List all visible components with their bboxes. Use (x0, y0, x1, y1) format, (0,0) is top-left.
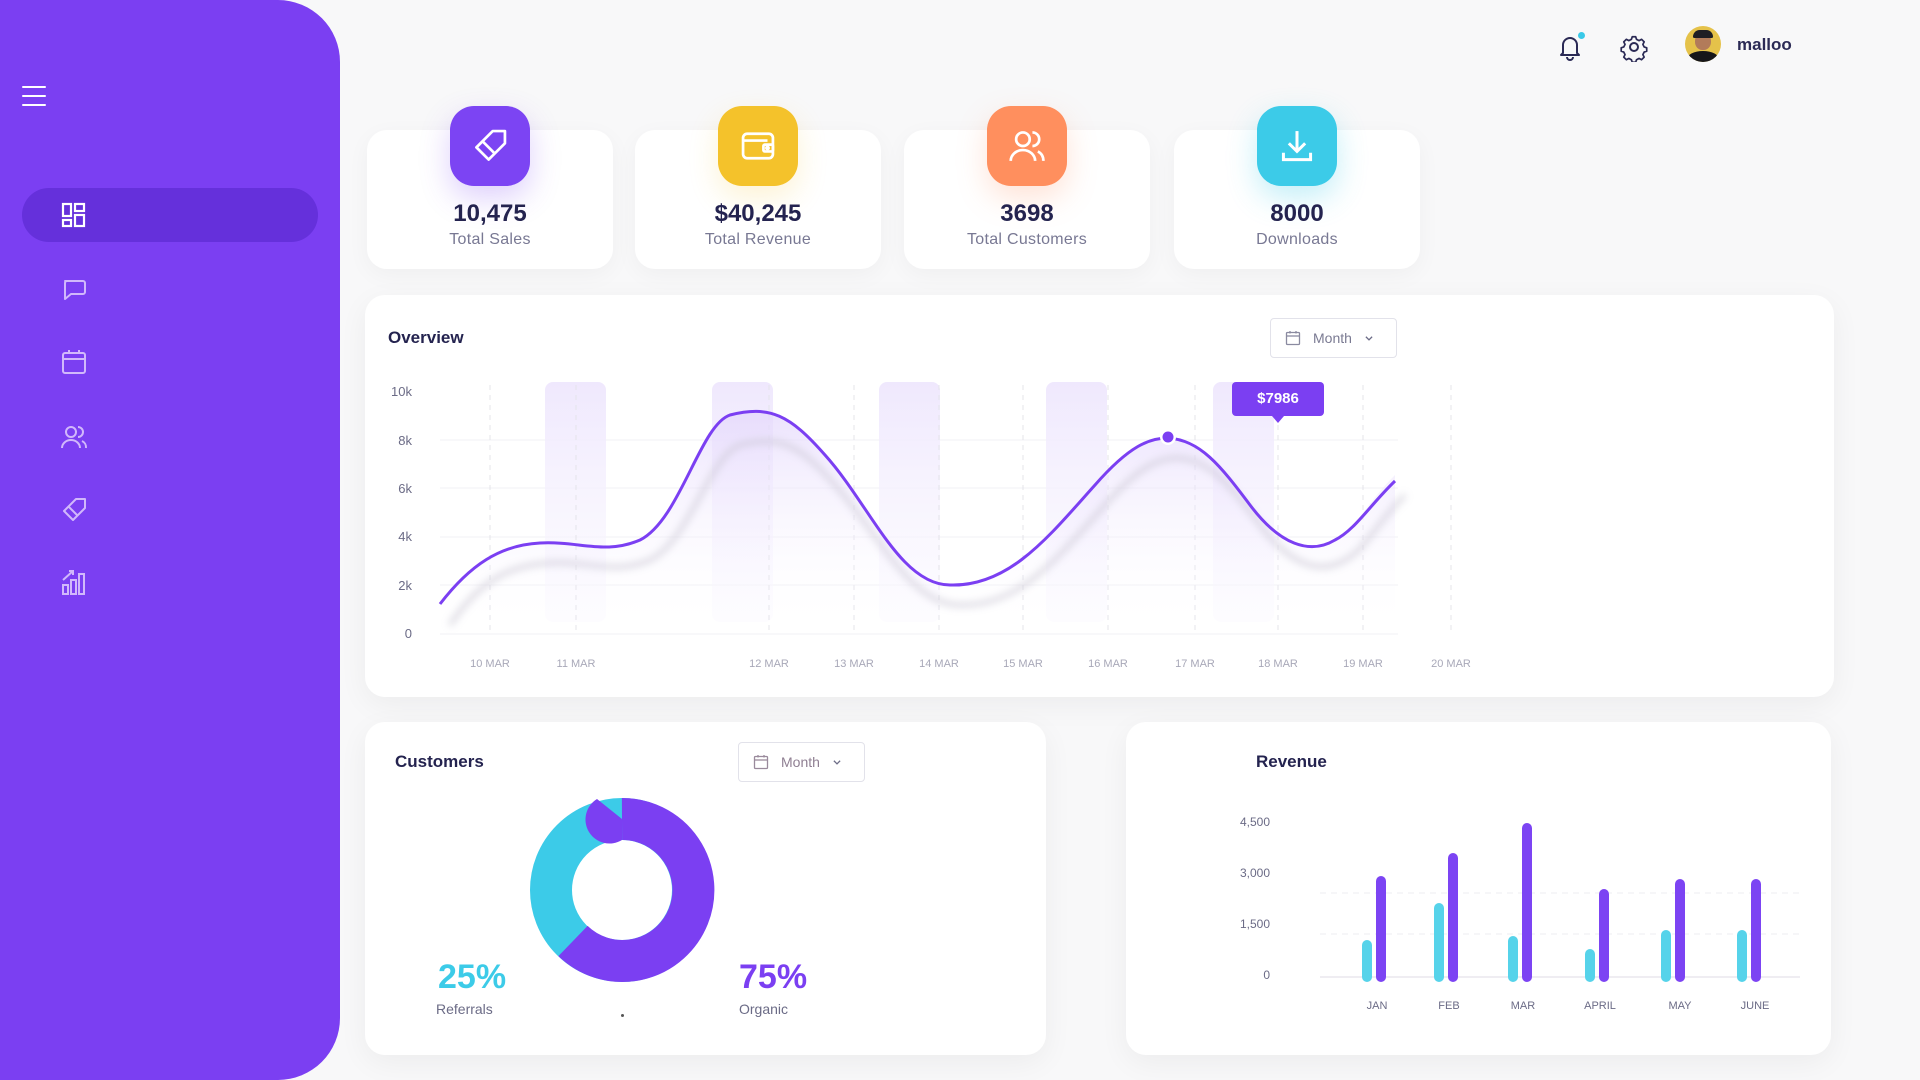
y-tick: 0 (404, 626, 412, 641)
sidebar-item-analytics[interactable] (22, 555, 318, 609)
bell-icon (1560, 37, 1580, 61)
users-icon (60, 423, 88, 451)
chevron-down-icon (1365, 336, 1373, 341)
stat-label: Total Revenue (704, 231, 812, 248)
dashboard-grid-icon (60, 201, 88, 229)
stat-value: 10,475 (453, 200, 527, 227)
download-icon (1257, 106, 1337, 186)
x-tick: 18 MAR (1258, 658, 1298, 670)
x-tick: 12 MAR (749, 658, 789, 670)
x-tick: 17 MAR (1175, 658, 1215, 670)
stat-value: 3698 (1000, 200, 1054, 227)
dropdown-value: Month (1313, 330, 1352, 346)
stat-label: Total Customers (966, 231, 1088, 248)
chevron-down-icon (833, 760, 841, 765)
customers-period-dropdown[interactable]: Month (738, 742, 865, 782)
y-tick: 4,500 (1240, 815, 1271, 829)
overview-period-dropdown[interactable]: Month (1270, 318, 1397, 358)
y-tick: 0 (1263, 968, 1270, 982)
sidebar-item-messages[interactable] (22, 262, 318, 316)
avatar[interactable] (1685, 26, 1721, 62)
y-tick: 10k (391, 384, 412, 399)
dropdown-value: Month (781, 754, 820, 770)
stat-value: 8000 (1270, 200, 1324, 227)
stat-label: Total Sales (449, 231, 531, 248)
settings-button[interactable] (1619, 32, 1649, 64)
revenue-bar-chart (1320, 823, 1800, 982)
stat-card-total-sales: 10,475 Total Sales (367, 106, 613, 269)
customers-donut-chart (530, 797, 715, 982)
stat-card-downloads: 8000 Downloads (1174, 106, 1420, 269)
bar-chart-growth-icon (60, 568, 88, 596)
notification-button[interactable] (1555, 32, 1585, 62)
revenue-panel (1126, 722, 1831, 1055)
users-icon (987, 106, 1067, 186)
sidebar-item-dashboard[interactable] (22, 188, 318, 242)
calendar-icon (60, 348, 88, 376)
x-tick: 11 MAR (556, 658, 596, 670)
decorative-dot (621, 1014, 624, 1017)
chat-bubble-icon (60, 275, 88, 303)
wallet-icon (718, 106, 798, 186)
x-tick: MAY (1668, 1000, 1692, 1012)
chart-tooltip: $7986 (1232, 382, 1324, 423)
tag-icon (450, 106, 530, 186)
x-tick: 10 MAR (470, 658, 510, 670)
hamburger-menu-icon[interactable] (22, 86, 46, 108)
y-tick: 3,000 (1240, 866, 1271, 880)
stat-card-total-revenue: $40,245 Total Revenue (635, 106, 881, 269)
y-tick: 6k (398, 481, 412, 496)
overview-title: Overview (388, 328, 464, 347)
x-tick: 19 MAR (1343, 658, 1383, 670)
y-tick: 8k (398, 433, 412, 448)
customers-title: Customers (395, 752, 484, 771)
x-tick: 20 MAR (1431, 658, 1471, 670)
stat-label: Downloads (1256, 231, 1338, 248)
revenue-title: Revenue (1256, 752, 1327, 771)
organic-label: Organic (739, 1001, 789, 1017)
x-tick: 15 MAR (1003, 658, 1043, 670)
tag-icon (60, 496, 88, 524)
referrals-percentage: 25% (438, 958, 507, 996)
x-tick: 16 MAR (1088, 658, 1128, 670)
sidebar-item-calendar[interactable] (22, 335, 318, 389)
x-tick: 14 MAR (919, 658, 959, 670)
sidebar-item-tags[interactable] (22, 483, 318, 537)
gear-icon (1620, 35, 1648, 64)
x-tick: FEB (1438, 1000, 1460, 1012)
stat-card-total-customers: 3698 Total Customers (904, 106, 1150, 269)
overview-line-chart (438, 382, 1452, 635)
x-tick: JUNE (1740, 1000, 1770, 1012)
sidebar (0, 0, 340, 1080)
calendar-icon (753, 755, 769, 770)
x-tick: MAR (1510, 1000, 1536, 1012)
x-tick: JAN (1366, 1000, 1388, 1012)
username[interactable]: malloo (1737, 35, 1792, 54)
x-tick: APRIL (1584, 1000, 1616, 1012)
y-tick: 2k (398, 578, 412, 593)
x-tick: 13 MAR (834, 658, 874, 670)
referrals-label: Referrals (436, 1001, 493, 1017)
y-tick: 1,500 (1240, 917, 1271, 931)
stat-value: $40,245 (714, 200, 802, 227)
y-tick: 4k (398, 529, 412, 544)
organic-percentage: 75% (739, 958, 808, 996)
calendar-icon (1285, 331, 1301, 346)
notification-dot (1578, 32, 1585, 39)
sidebar-item-users[interactable] (22, 410, 318, 464)
